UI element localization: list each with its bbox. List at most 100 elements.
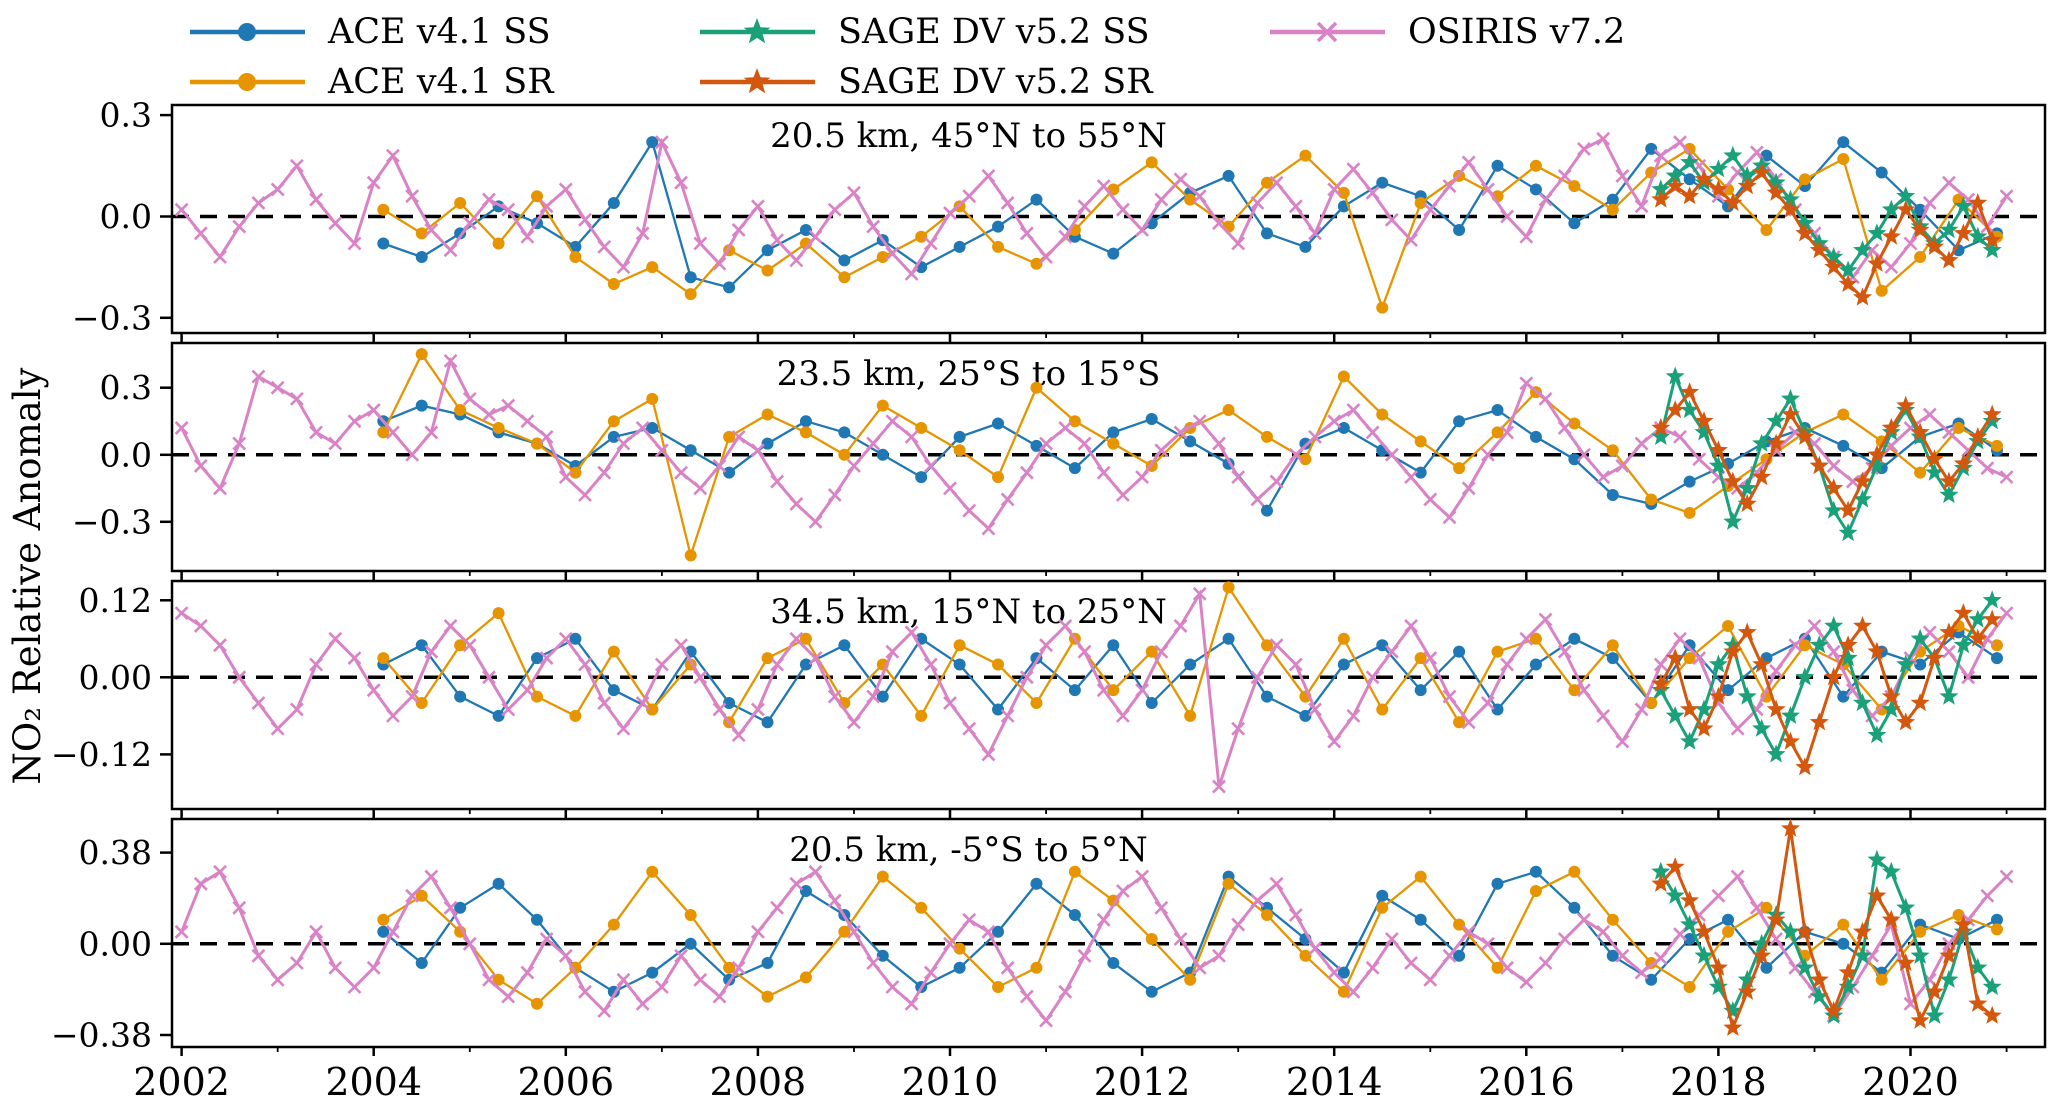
circle-marker	[953, 961, 966, 974]
star-marker	[1881, 699, 1901, 718]
x-marker	[597, 239, 612, 254]
star-marker	[1968, 628, 1988, 647]
circle-marker	[1414, 684, 1427, 697]
star-marker	[1939, 220, 1959, 239]
circle-marker	[953, 444, 966, 457]
x-marker	[1365, 960, 1380, 975]
x-marker	[251, 196, 266, 210]
star-marker	[1781, 388, 1800, 407]
circle-marker	[1606, 652, 1619, 665]
star-marker	[1781, 705, 1800, 724]
star-marker	[1881, 417, 1901, 436]
x-marker	[1500, 960, 1515, 975]
x-marker	[1999, 606, 2014, 621]
circle-marker	[1875, 284, 1888, 297]
x-marker	[1269, 876, 1284, 891]
circle-marker	[1337, 632, 1350, 645]
circle-marker	[1491, 404, 1504, 417]
star-marker	[1680, 400, 1700, 419]
x-marker	[1538, 612, 1553, 627]
x-marker	[578, 212, 592, 227]
star-marker	[1896, 953, 1916, 972]
x-marker	[962, 189, 977, 204]
x-marker	[1173, 172, 1188, 187]
star-marker	[1694, 945, 1714, 964]
x-marker	[1730, 721, 1745, 736]
circle-marker	[646, 865, 659, 878]
circle-marker	[1606, 489, 1619, 501]
circle-marker	[1760, 961, 1773, 974]
circle-marker	[646, 392, 659, 405]
circle-marker	[1568, 217, 1581, 230]
star-marker	[1982, 411, 2002, 430]
legend-label-sage_ss: SAGE DV v5.2 SS	[838, 12, 1150, 52]
x-marker	[1673, 927, 1687, 942]
circle-marker	[1722, 913, 1735, 926]
circle-marker	[1376, 901, 1389, 914]
x-marker	[1096, 683, 1111, 698]
x-marker	[1519, 229, 1534, 244]
star-marker	[1766, 411, 1786, 430]
x-marker	[1999, 189, 2014, 204]
star-marker	[1694, 921, 1714, 940]
x-marker	[1154, 192, 1169, 207]
x-marker	[750, 924, 765, 939]
star-marker	[1896, 395, 1916, 414]
x-marker	[1442, 179, 1457, 193]
x-marker	[654, 135, 669, 150]
x-marker	[616, 436, 631, 451]
x-marker	[1346, 162, 1361, 177]
x-marker	[539, 199, 554, 214]
circle-marker	[1952, 909, 1965, 921]
star-marker	[1982, 977, 2002, 996]
x-marker	[1461, 481, 1476, 496]
x-marker	[1019, 226, 1034, 241]
star-marker	[1910, 693, 1930, 712]
x-marker	[904, 996, 919, 1011]
x-marker	[1942, 644, 1956, 659]
star-marker	[1910, 422, 1930, 441]
star-marker	[1953, 603, 1973, 622]
circle-marker	[684, 937, 697, 950]
x-marker	[885, 644, 900, 659]
x-marker	[1288, 657, 1303, 672]
x-marker	[1807, 619, 1822, 633]
x-marker	[1634, 199, 1649, 214]
circle-marker	[1376, 639, 1389, 652]
x-marker	[1519, 631, 1534, 646]
star-marker	[1708, 455, 1728, 474]
circle-marker	[1376, 301, 1389, 314]
circle-marker	[799, 415, 812, 428]
circle-marker	[1414, 435, 1427, 448]
circle-marker	[1606, 193, 1619, 206]
circle-marker	[1952, 421, 1965, 434]
circle-marker	[1606, 639, 1619, 652]
x-marker	[1865, 948, 1880, 963]
star-marker	[1824, 616, 1844, 634]
series-ace_ss	[377, 136, 2003, 294]
circle-marker	[1568, 417, 1581, 430]
x-marker	[1077, 948, 1092, 963]
circle-marker	[1453, 415, 1466, 428]
series-ace_ss	[377, 399, 2003, 517]
y-tick-label: 0.00	[79, 924, 152, 963]
x-marker	[1115, 708, 1130, 723]
circle-marker	[1683, 506, 1696, 519]
star-marker	[1737, 622, 1757, 641]
x-marker	[232, 219, 247, 234]
x-marker	[193, 876, 208, 891]
x-tick-label: 2018	[1670, 1060, 1767, 1104]
series-osiris	[174, 586, 2014, 794]
star-marker	[1781, 818, 1800, 837]
x-marker	[174, 421, 189, 435]
circle-marker	[1337, 186, 1350, 199]
y-tick-label: −0.38	[51, 1016, 152, 1055]
circle-marker	[1145, 985, 1158, 998]
x-marker	[1250, 196, 1265, 210]
star-marker	[1781, 404, 1800, 423]
circle-marker	[1645, 697, 1658, 710]
x-marker	[827, 488, 842, 502]
x-marker	[443, 900, 458, 915]
circle-marker	[915, 709, 928, 722]
circle-marker	[569, 240, 582, 253]
